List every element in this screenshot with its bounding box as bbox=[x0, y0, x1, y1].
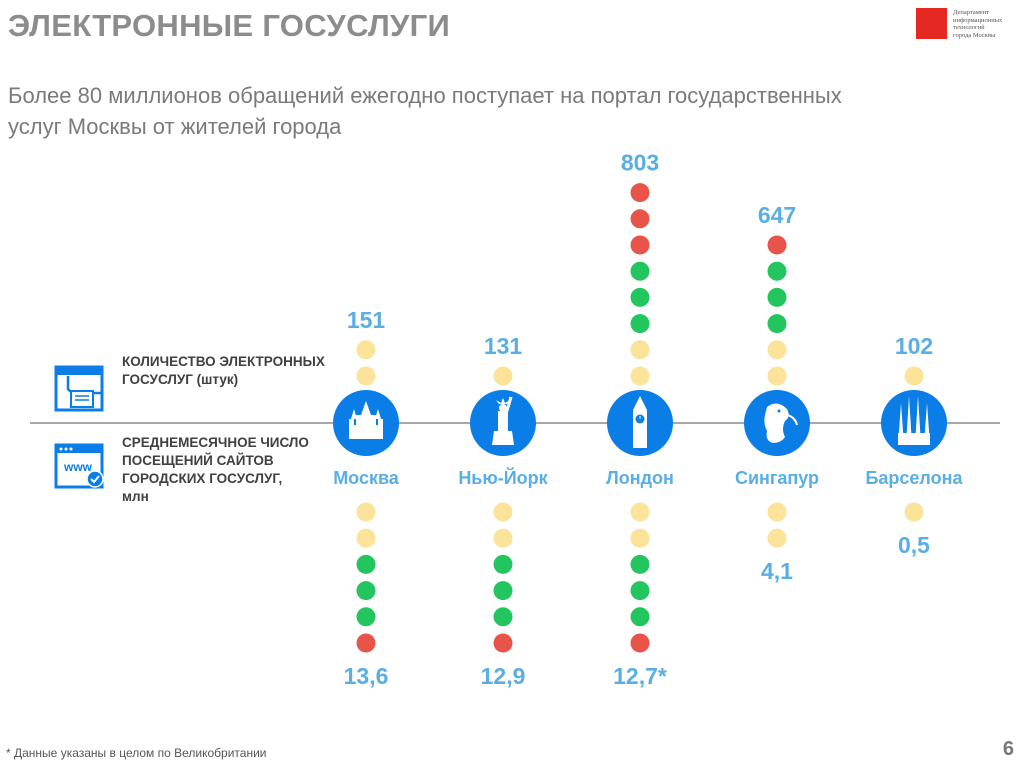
big-ben-icon bbox=[607, 390, 673, 456]
services-dot bbox=[493, 366, 513, 386]
visits-dot bbox=[630, 607, 650, 627]
visits-dot bbox=[493, 633, 513, 653]
services-dot bbox=[630, 235, 650, 255]
services-dot bbox=[767, 366, 787, 386]
visits-dot bbox=[767, 502, 787, 522]
services-value-label: 131 bbox=[484, 333, 523, 359]
services-dot bbox=[630, 209, 650, 229]
visits-dot bbox=[356, 581, 376, 601]
visits-dot bbox=[356, 528, 376, 548]
svg-text:www: www bbox=[63, 460, 93, 474]
city-name-label: Нью-Йорк bbox=[458, 467, 548, 488]
city-name-label: Лондон bbox=[606, 468, 674, 488]
services-dot bbox=[767, 340, 787, 360]
legend-services-label: КОЛИЧЕСТВО ЭЛЕКТРОННЫХ ГОСУСЛУГ (штук) bbox=[122, 354, 325, 387]
services-value-label: 151 bbox=[347, 307, 386, 333]
services-dot bbox=[904, 366, 924, 386]
legend-visits-label: СРЕДНЕМЕСЯЧНОЕ ЧИСЛО ПОСЕЩЕНИЙ САЙТОВ ГО… bbox=[122, 435, 309, 504]
page-number: 6 bbox=[1002, 738, 1014, 760]
logo-mark bbox=[916, 8, 947, 39]
footnote: * Данные указаны в целом по Великобритан… bbox=[6, 746, 267, 760]
services-dot bbox=[356, 340, 376, 360]
visits-dot bbox=[630, 528, 650, 548]
services-dot bbox=[356, 366, 376, 386]
statue-of-liberty-icon bbox=[470, 390, 536, 456]
services-value-label: 647 bbox=[758, 202, 796, 228]
visits-dot bbox=[493, 607, 513, 627]
visits-dot bbox=[630, 633, 650, 653]
logo-text: Департамент информационных технологий го… bbox=[953, 9, 1003, 39]
merlion-icon bbox=[744, 390, 810, 456]
sagrada-familia-icon bbox=[881, 390, 947, 456]
visits-value-label: 12,7* bbox=[613, 663, 667, 689]
folder-icon bbox=[54, 365, 104, 412]
visits-value-label: 0,5 bbox=[898, 532, 930, 558]
services-dot bbox=[767, 235, 787, 255]
city-name-label: Барселона bbox=[865, 468, 963, 488]
services-value-label: 803 bbox=[621, 150, 659, 176]
visits-dot bbox=[630, 581, 650, 601]
services-dot bbox=[630, 366, 650, 386]
services-value-label: 102 bbox=[895, 333, 933, 359]
city-name-label: Сингапур bbox=[735, 468, 819, 488]
visits-dot bbox=[904, 502, 924, 522]
visits-value-label: 4,1 bbox=[761, 558, 793, 584]
visits-value-label: 12,9 bbox=[481, 663, 526, 689]
services-dot bbox=[767, 261, 787, 281]
kremlin-icon bbox=[333, 390, 399, 456]
services-dot bbox=[630, 340, 650, 360]
department-logo: Департамент информационных технологий го… bbox=[916, 8, 1016, 48]
visits-dot bbox=[356, 554, 376, 574]
visits-value-label: 13,6 bbox=[344, 663, 389, 689]
www-browser-icon: www bbox=[54, 443, 104, 489]
dot-columns bbox=[356, 183, 924, 653]
page-subtitle: Более 80 миллионов обращений ежегодно по… bbox=[8, 83, 842, 139]
visits-dot bbox=[767, 528, 787, 548]
services-dot bbox=[630, 314, 650, 334]
visits-dot bbox=[493, 502, 513, 522]
visits-dot bbox=[356, 607, 376, 627]
visits-dot bbox=[356, 502, 376, 522]
visits-dot bbox=[493, 554, 513, 574]
visits-dot bbox=[493, 528, 513, 548]
visits-dot bbox=[630, 502, 650, 522]
visits-dot bbox=[356, 633, 376, 653]
services-dot bbox=[630, 183, 650, 203]
services-dot bbox=[630, 261, 650, 281]
chart-labels: 151 Москва 13,6 131 Нью-Йорк 12,9 803 Лондон 12,… bbox=[333, 150, 963, 689]
visits-dot bbox=[493, 581, 513, 601]
services-dot bbox=[630, 287, 650, 307]
city-name-label: Москва bbox=[333, 468, 400, 488]
services-dot bbox=[767, 287, 787, 307]
page-title: ЭЛЕКТРОННЫЕ ГОСУСЛУГИ bbox=[8, 8, 451, 43]
visits-dot bbox=[630, 554, 650, 574]
services-dot bbox=[767, 314, 787, 334]
